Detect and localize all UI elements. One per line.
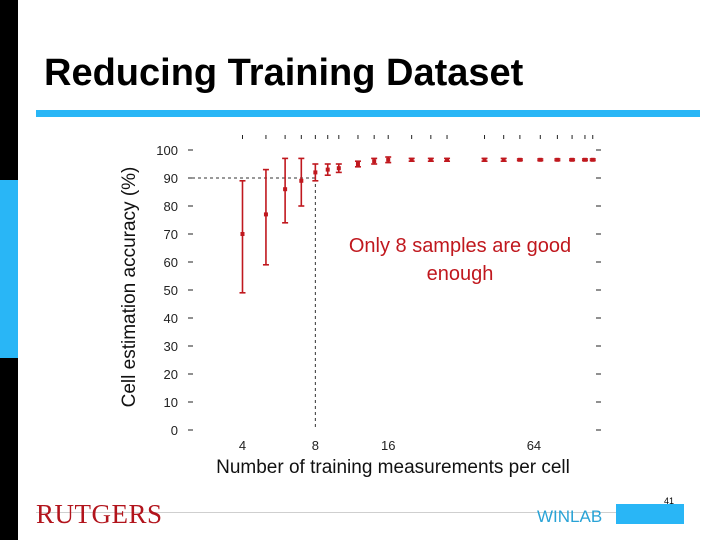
y-tick-label: 90 [164, 171, 178, 186]
top-right-ticks [241, 135, 594, 139]
accuracy-chart: 0 10 20 30 40 50 60 70 80 90 100 4 8 16 64 Cell estim… [119, 135, 601, 478]
y-axis: 0 10 20 30 40 50 60 70 80 90 100 [156, 143, 601, 438]
point-marker [283, 187, 288, 192]
slide-title: Reducing Training Dataset [44, 52, 524, 94]
winlab-label: WINLAB [537, 507, 603, 526]
data-point [569, 157, 576, 162]
winlab-box [616, 504, 684, 524]
data-point [589, 157, 596, 162]
data-point [262, 168, 269, 266]
x-tick-label: 4 [239, 438, 246, 453]
rutgers-logo: RUTGERS [36, 499, 163, 529]
y-tick-label: 0 [171, 423, 178, 438]
y-tick-label: 20 [164, 367, 178, 382]
title-underline [36, 110, 700, 117]
annotation-text: Only 8 samples are good enough [348, 235, 572, 285]
y-tick-label: 70 [164, 227, 178, 242]
data-point [298, 157, 305, 207]
point-marker [355, 162, 360, 166]
data-point [444, 157, 451, 162]
data-point [312, 163, 319, 182]
y-tick-label: 40 [164, 311, 178, 326]
data-point [500, 157, 507, 162]
data-point [335, 163, 342, 174]
x-axis: 4 8 16 64 [239, 438, 541, 453]
point-marker [313, 170, 318, 175]
point-marker [325, 167, 330, 172]
data-points [239, 156, 596, 294]
y-tick-label: 100 [156, 143, 178, 158]
left-accent-bar [0, 180, 18, 358]
point-marker [409, 157, 414, 162]
y-tick-label: 50 [164, 283, 178, 298]
point-marker [240, 232, 245, 236]
data-point [408, 157, 415, 162]
reference-lines [192, 177, 316, 430]
point-marker [590, 157, 595, 162]
point-marker [517, 157, 522, 162]
data-point [239, 180, 246, 294]
data-point [481, 157, 488, 162]
data-point [581, 157, 588, 162]
data-point [324, 163, 331, 176]
data-point [554, 157, 561, 162]
point-marker [538, 157, 543, 162]
x-tick-label: 64 [527, 438, 541, 453]
point-marker [482, 157, 487, 162]
data-point [354, 160, 361, 168]
annotation-box: Only 8 samples are good enough [348, 235, 572, 285]
page-number: 41 [664, 496, 675, 506]
data-point [282, 157, 289, 224]
point-marker [582, 157, 587, 162]
y-tick-label: 30 [164, 339, 178, 354]
point-marker [555, 157, 560, 162]
y-tick-label: 80 [164, 199, 178, 214]
point-marker [386, 157, 391, 162]
point-marker [445, 157, 450, 162]
point-marker [501, 157, 506, 162]
x-axis-label: Number of training measurements per cell [216, 457, 570, 478]
y-tick-label: 10 [164, 395, 178, 410]
x-tick-label: 16 [381, 438, 395, 453]
point-marker [299, 178, 304, 183]
data-point [427, 157, 434, 162]
point-marker [570, 157, 575, 162]
point-marker [428, 157, 433, 162]
y-axis-label: Cell estimation accuracy (%) [119, 167, 140, 408]
data-point [371, 157, 378, 165]
point-marker [372, 159, 377, 164]
x-tick-label: 8 [312, 438, 319, 453]
y-tick-label: 60 [164, 255, 178, 270]
footer-rule [36, 512, 684, 513]
point-marker [336, 166, 341, 171]
point-marker [263, 212, 268, 217]
data-point [516, 157, 523, 162]
data-point [537, 157, 544, 162]
data-point [385, 156, 392, 164]
